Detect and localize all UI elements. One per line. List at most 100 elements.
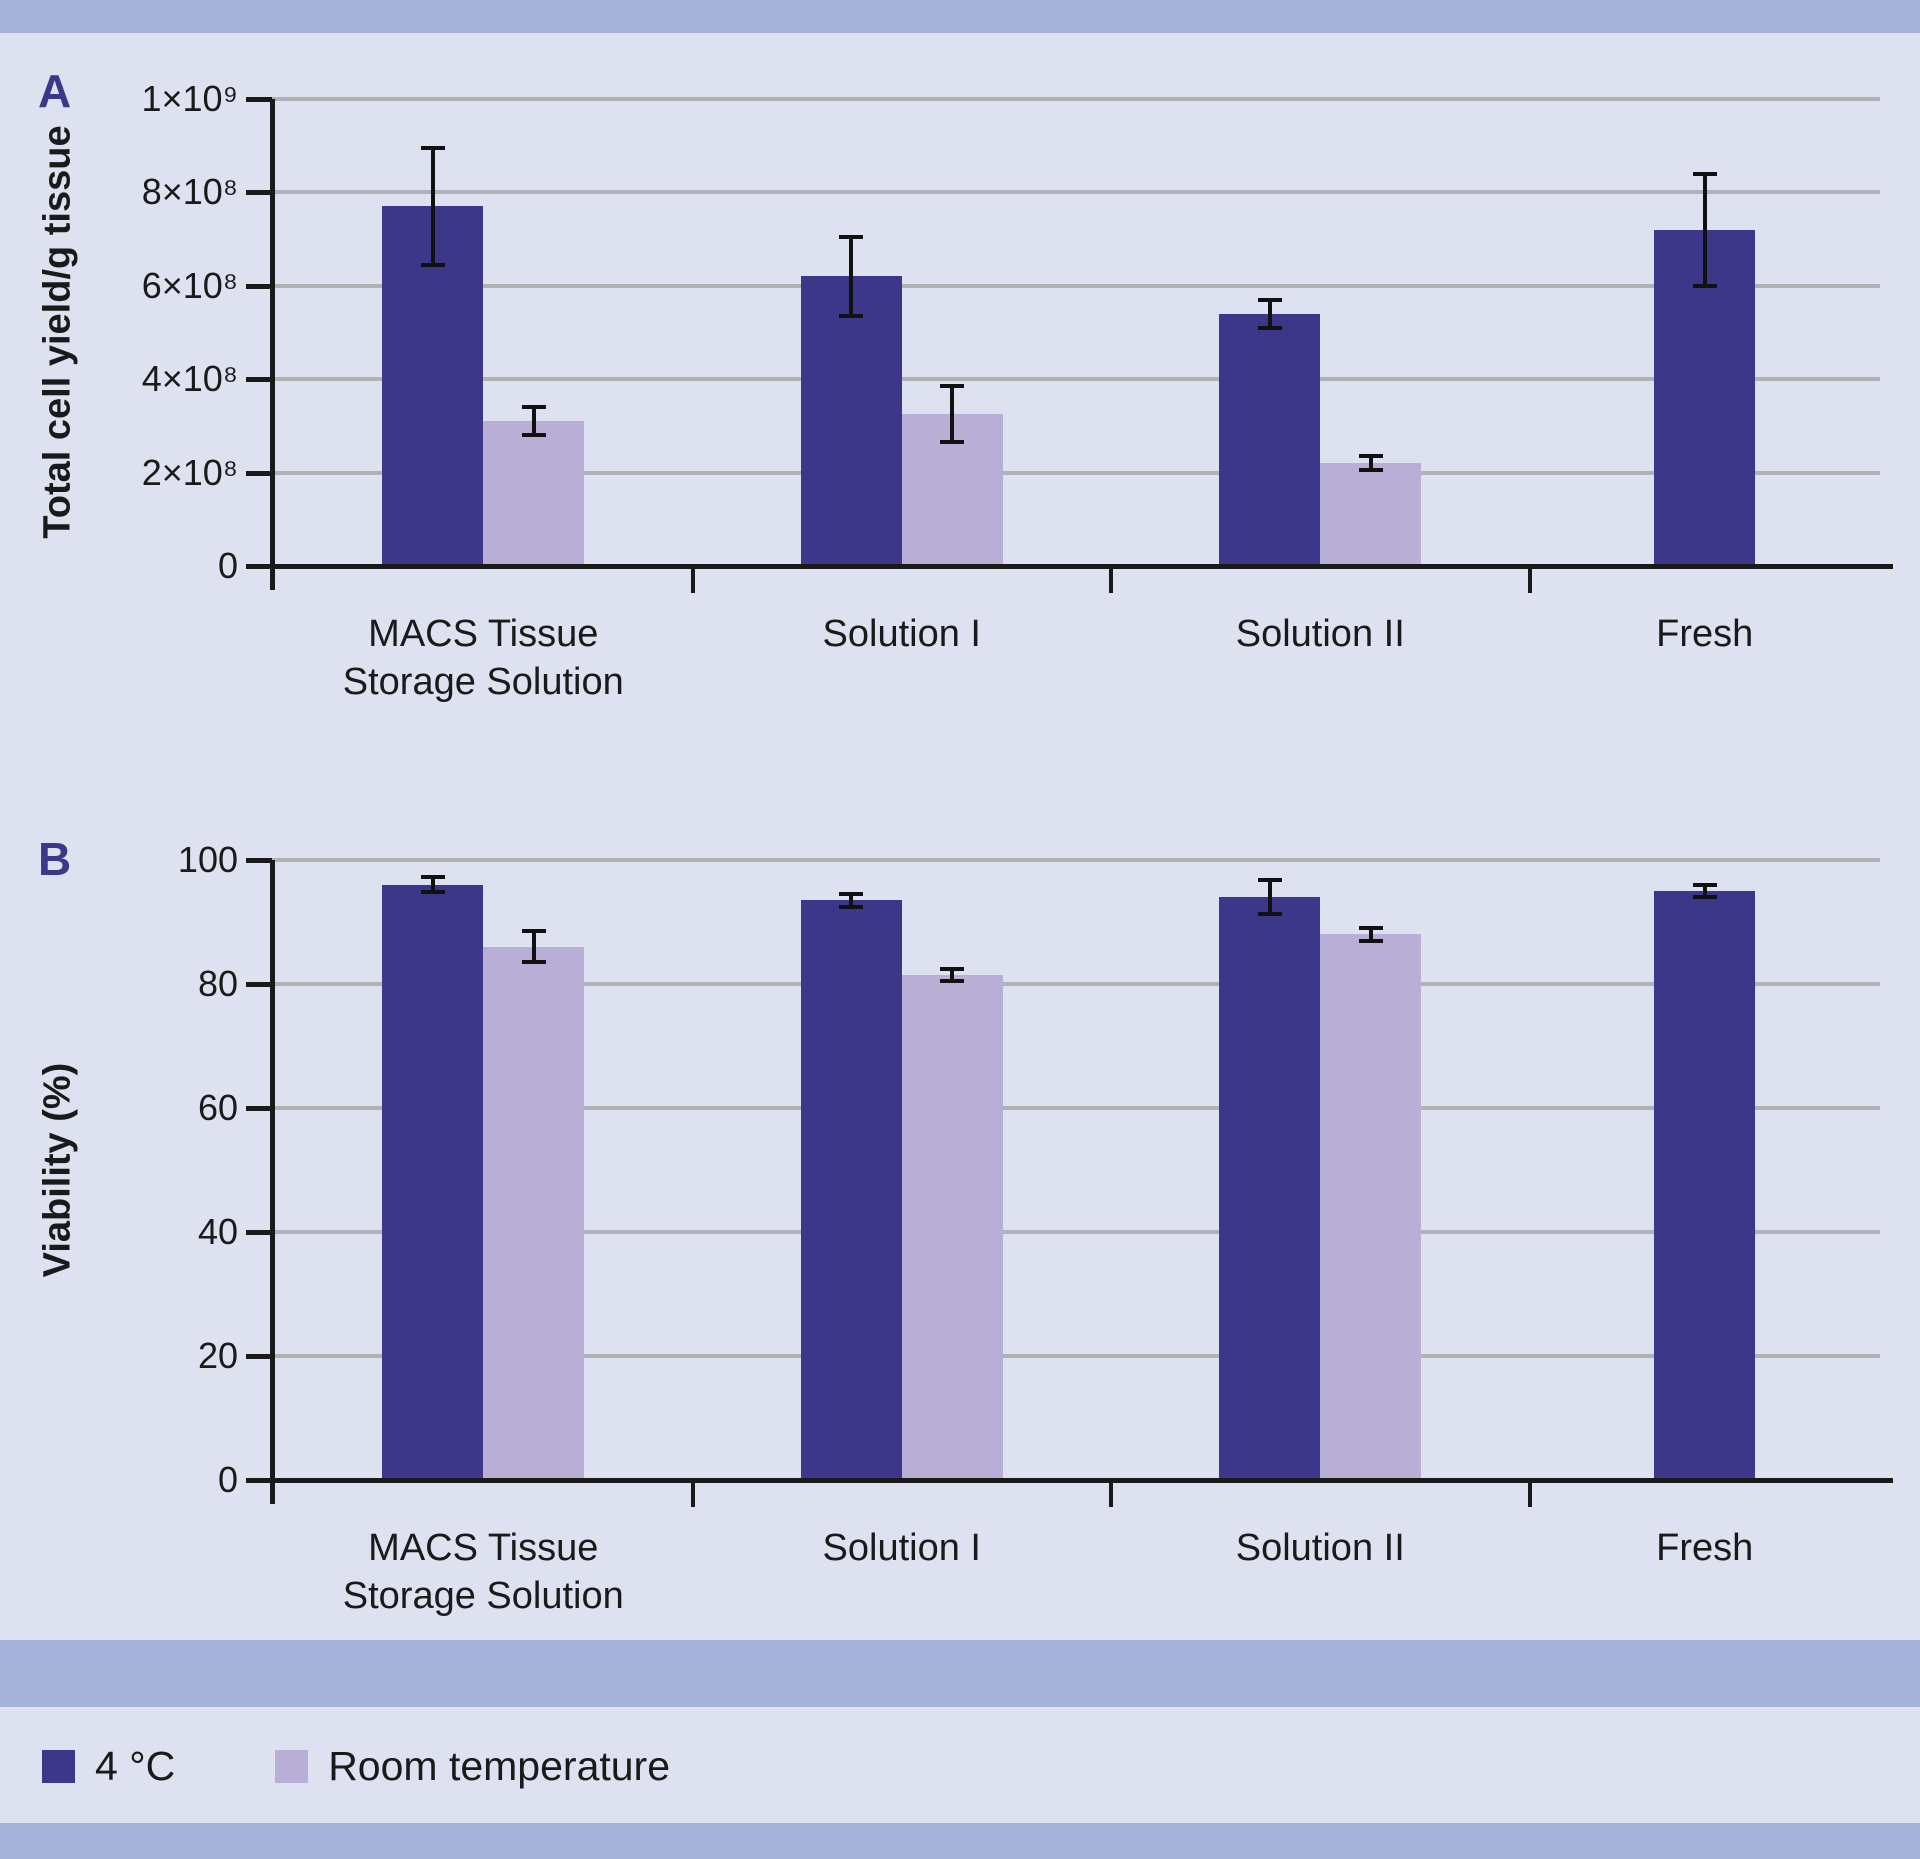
category-tick	[1527, 566, 1532, 593]
gridline	[272, 1354, 1880, 1358]
error-bar-cap	[940, 440, 965, 445]
bar-A-series1-cat0	[483, 421, 585, 566]
error-bar-cap	[521, 405, 546, 410]
gridline	[272, 858, 1880, 862]
category-tick	[690, 566, 695, 593]
category-tick	[690, 1480, 695, 1507]
y-tick-label: 1×10⁹	[141, 78, 238, 119]
error-bar-line	[1368, 928, 1373, 941]
error-bar-cap	[521, 960, 546, 965]
error-bar-cap	[940, 966, 965, 971]
y-tick-label: 20	[197, 1335, 238, 1376]
middle-band	[0, 1640, 1920, 1707]
legend-item-room-temperature: Room temperature	[275, 1743, 670, 1790]
bar-B-series0-cat2	[1219, 897, 1321, 1480]
y-tick-label: 6×10⁸	[141, 264, 238, 306]
bar-B-series1-cat1	[901, 974, 1003, 1480]
error-bar-line	[1267, 880, 1272, 914]
error-bar-cap	[420, 875, 445, 880]
y-tick-label: 4×10⁸	[141, 358, 238, 400]
error-bar-cap	[1692, 283, 1717, 288]
error-bar-cap	[940, 978, 965, 983]
y-tick	[246, 190, 272, 196]
gridline	[272, 1106, 1880, 1110]
y-tick	[246, 1106, 272, 1111]
gridline	[272, 982, 1880, 986]
bar-B-series0-cat0	[382, 884, 484, 1480]
error-bar-line	[950, 968, 955, 981]
y-tick	[246, 283, 272, 289]
error-bar-line	[1368, 456, 1373, 471]
y-tick-label: 0	[217, 1459, 238, 1500]
category-label: Solution I	[822, 613, 981, 655]
category-label: Solution I	[822, 1527, 981, 1569]
error-bar-cap	[1692, 882, 1717, 887]
y-tick-label: 60	[197, 1087, 238, 1128]
error-bar-cap	[1257, 297, 1282, 302]
y-tick	[246, 858, 272, 863]
legend: 4 °C Room temperature	[42, 1742, 670, 1790]
category-label: MACS Tissue Storage Solution	[342, 613, 624, 703]
error-bar-cap	[839, 892, 864, 897]
panel-label-a: A	[38, 65, 72, 117]
panel-label-b: B	[38, 833, 72, 885]
legend-swatch-room-temperature-icon	[275, 1749, 309, 1783]
category-label: Solution II	[1235, 1527, 1405, 1569]
error-bar-cap	[521, 433, 546, 438]
error-bar-cap	[1358, 938, 1383, 943]
error-bar-line	[1702, 173, 1707, 286]
error-bar-line	[531, 931, 536, 963]
bar-B-series1-cat0	[483, 946, 585, 1480]
error-bar-cap	[1358, 454, 1383, 459]
y-tick-label: 0	[217, 545, 238, 586]
category-tick	[1109, 566, 1113, 593]
error-bar-line	[531, 407, 536, 436]
y-tick	[246, 1354, 272, 1359]
error-bar-cap	[839, 234, 864, 239]
error-bar-cap	[1257, 325, 1282, 330]
y-axis-line	[270, 99, 275, 590]
legend-label-4c: 4 °C	[95, 1742, 176, 1789]
error-bar-cap	[1257, 911, 1282, 916]
y-tick-label: 100	[177, 839, 238, 880]
gridline	[272, 377, 1880, 382]
error-bar-line	[849, 236, 854, 317]
gridline	[272, 190, 1880, 195]
error-bar-cap	[940, 384, 965, 389]
error-bar-cap	[839, 904, 864, 909]
error-bar-cap	[420, 146, 445, 151]
error-bar-line	[1702, 884, 1707, 898]
top-band	[0, 0, 1920, 33]
legend-item-4c: 4 °C	[42, 1743, 175, 1790]
y-tick-label: 2×10⁸	[141, 451, 238, 493]
category-label: Fresh	[1656, 1527, 1754, 1569]
category-label: Solution II	[1235, 613, 1405, 655]
gridline	[272, 1230, 1880, 1234]
error-bar-cap	[521, 929, 546, 934]
y-tick	[246, 982, 272, 987]
error-bar-line	[849, 894, 854, 907]
x-axis-line	[246, 1478, 1893, 1483]
error-bar-line	[950, 386, 955, 443]
bar-A-series0-cat1	[800, 276, 902, 566]
bar-A-series0-cat2	[1219, 313, 1321, 566]
error-bar-cap	[1358, 926, 1383, 931]
gridline	[272, 470, 1880, 475]
category-label: Fresh	[1656, 613, 1754, 655]
error-bar-cap	[420, 890, 445, 895]
error-bar-cap	[1257, 878, 1282, 883]
error-bar-line	[1267, 299, 1272, 328]
y-tick	[246, 1230, 272, 1235]
y-tick-label: 8×10⁸	[141, 171, 238, 213]
error-bar-cap	[420, 262, 445, 267]
gridline	[272, 283, 1880, 288]
y-tick-label: 40	[197, 1211, 238, 1252]
error-bar-cap	[1692, 171, 1717, 176]
y-tick	[246, 97, 272, 102]
error-bar-line	[430, 148, 435, 265]
y-tick-label: 80	[197, 963, 238, 1004]
legend-label-room-temperature: Room temperature	[328, 1742, 671, 1789]
x-axis-line	[246, 564, 1893, 569]
